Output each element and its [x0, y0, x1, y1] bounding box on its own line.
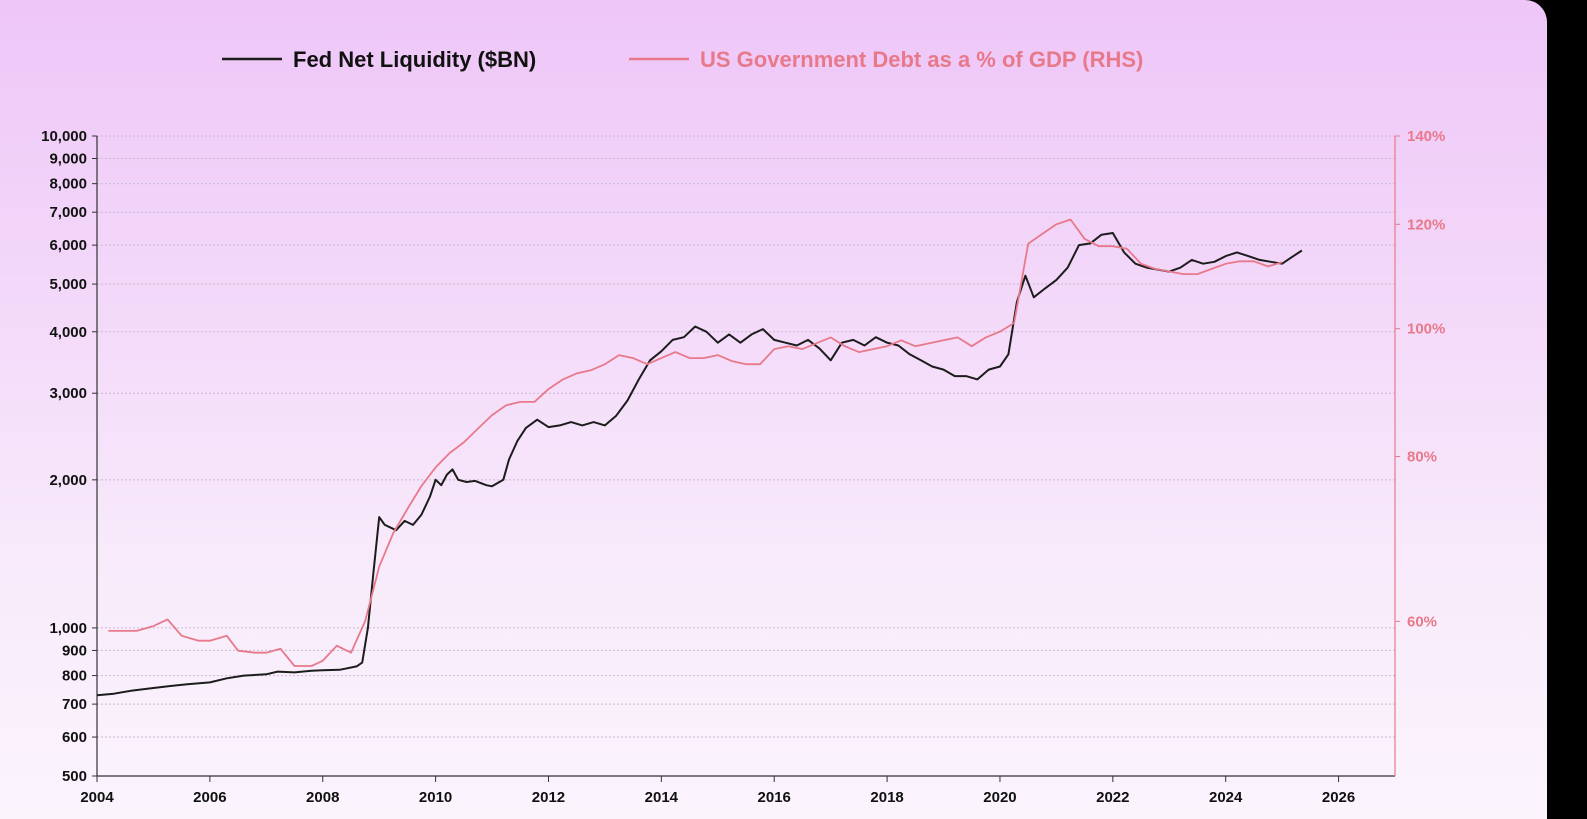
chart-svg: Fed Net Liquidity ($BN) US Government De…	[41, 47, 1445, 806]
right-tick-label: 120%	[1407, 216, 1445, 233]
left-tick-label: 900	[62, 642, 87, 659]
left-tick-label: 4,000	[49, 324, 87, 341]
right-tick-label: 100%	[1407, 321, 1445, 338]
series-line-debt	[108, 218, 1283, 667]
left-tick-label: 600	[62, 729, 87, 746]
axes	[96, 136, 1396, 777]
left-tick-label: 2,000	[49, 472, 87, 489]
x-tick-label: 2012	[532, 789, 565, 806]
left-tick-label: 1,000	[49, 620, 87, 637]
right-tick-label: 80%	[1407, 449, 1437, 466]
x-tick-label: 2006	[193, 789, 226, 806]
legend: Fed Net Liquidity ($BN) US Government De…	[222, 47, 1143, 72]
legend-label-debt: US Government Debt as a % of GDP (RHS)	[700, 47, 1143, 72]
x-tick-label: 2018	[870, 789, 903, 806]
left-tick-label: 3,000	[49, 385, 87, 402]
chart-background: Fed Net Liquidity ($BN) US Government De…	[0, 0, 1547, 819]
x-tick-label: 2004	[80, 789, 114, 806]
left-tick-label: 800	[62, 668, 87, 685]
x-tick-label: 2020	[983, 789, 1016, 806]
left-tick-label: 10,000	[41, 128, 87, 145]
right-tick-label: 60%	[1407, 613, 1437, 630]
x-tick-label: 2008	[306, 789, 339, 806]
left-tick-label: 6,000	[49, 237, 87, 254]
gridlines	[97, 135, 1395, 738]
x-tick-label: 2010	[419, 789, 452, 806]
left-axis-ticks: 500 600 700 800 900 1,000 2,000 3,000 4,000 5,000…	[41, 128, 97, 785]
series-group	[96, 218, 1303, 697]
left-tick-label: 500	[62, 768, 87, 785]
right-tick-label: 140%	[1407, 128, 1445, 145]
left-tick-label: 700	[62, 696, 87, 713]
left-tick-label: 5,000	[49, 276, 87, 293]
x-tick-label: 2016	[758, 789, 791, 806]
series-line-liquidity	[96, 232, 1303, 697]
x-tick-label: 2014	[645, 789, 679, 806]
left-tick-label: 8,000	[49, 176, 87, 193]
legend-label-liquidity: Fed Net Liquidity ($BN)	[293, 47, 536, 72]
x-axis-ticks: 2004 2006 2008 2010 2012 2014 2016 2018 2020 2022…	[80, 776, 1355, 806]
left-tick-label: 9,000	[49, 151, 87, 168]
x-tick-label: 2024	[1209, 789, 1243, 806]
left-tick-label: 7,000	[49, 204, 87, 221]
x-tick-label: 2026	[1322, 789, 1355, 806]
x-tick-label: 2022	[1096, 789, 1129, 806]
right-axis-ticks: 60% 80% 100% 120% 140%	[1395, 128, 1445, 630]
